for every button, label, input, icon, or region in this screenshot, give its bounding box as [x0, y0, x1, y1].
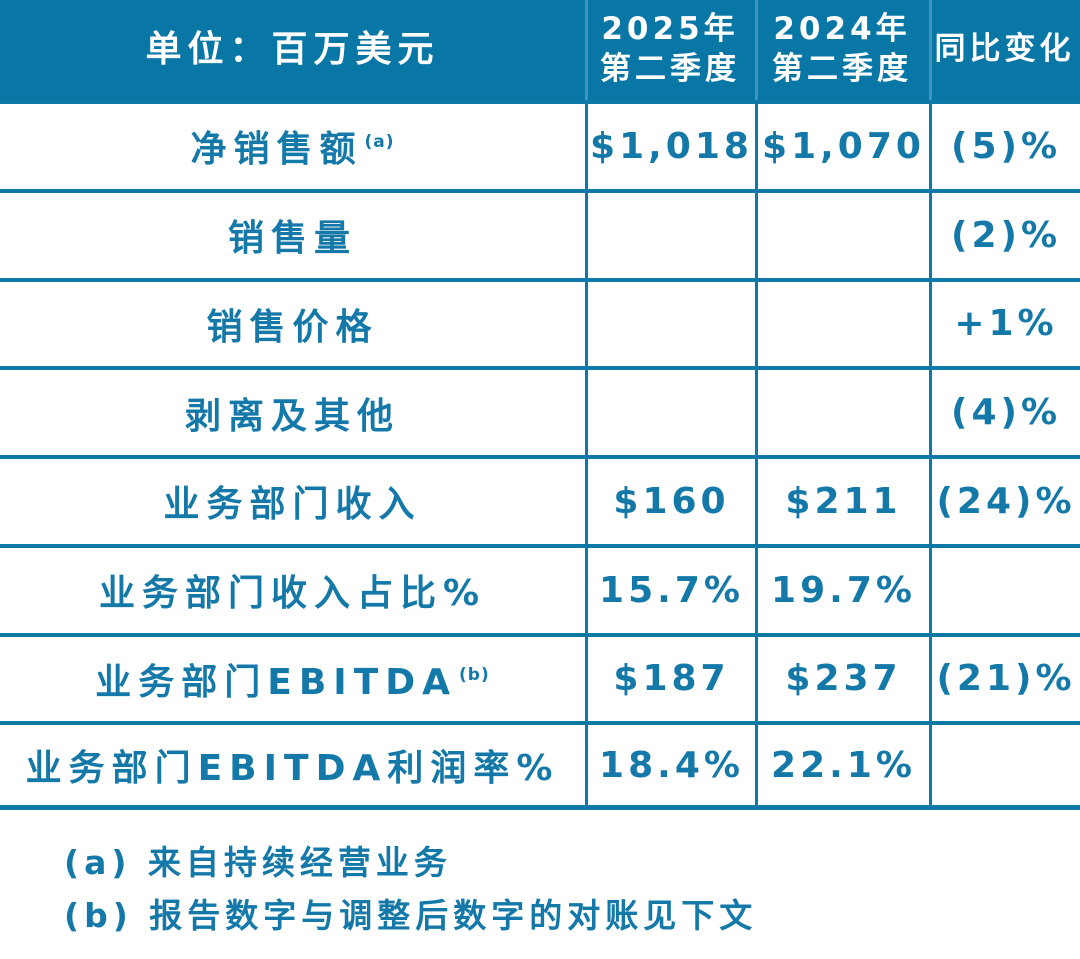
- cell-sales-price-yoy: +1%: [929, 277, 1080, 367]
- cell-segment-income-pct-2025: 15.7%: [585, 543, 755, 633]
- header-unit-label: 单位：百万美元: [0, 0, 585, 100]
- cell-segment-ebitda-margin-2025: 18.4%: [585, 721, 755, 810]
- row-label-sales-price: 销售价格: [0, 277, 585, 367]
- cell-sales-price-2025: [585, 277, 755, 367]
- cell-net-sales-2024: $1,070: [755, 100, 929, 189]
- header-col-2025q2-line1: 2025年: [601, 11, 739, 48]
- cell-divestitures-2025: [585, 366, 755, 455]
- footnote-marker-a: (a): [364, 132, 395, 153]
- row-label-segment-income: 业务部门收入: [0, 455, 585, 544]
- header-col-2024q2-line1: 2024年: [773, 11, 911, 48]
- cell-segment-ebitda-2024: $237: [755, 632, 929, 722]
- header-col-yoy: 同比变化: [929, 0, 1080, 100]
- cell-segment-ebitda-2025: $187: [585, 632, 755, 722]
- cell-segment-ebitda-yoy: (21)%: [929, 632, 1080, 722]
- cell-sales-volume-yoy: (2)%: [929, 188, 1080, 278]
- footnote-b: (b) 报告数字与调整后数字的对账见下文: [64, 896, 758, 936]
- quarterly-results-table: 单位：百万美元 2025年 第二季度 2024年 第二季度 同比变化 净销售额(…: [0, 0, 1080, 810]
- row-label-divestitures: 剥离及其他: [0, 366, 585, 455]
- row-label-text: 业务部门EBITDA: [95, 661, 457, 703]
- footnote-a: (a) 来自持续经营业务: [64, 843, 452, 882]
- cell-divestitures-yoy: (4)%: [929, 366, 1080, 455]
- row-label-net-sales: 净销售额 (a): [0, 100, 585, 189]
- header-col-2024q2: 2024年 第二季度: [755, 0, 929, 100]
- cell-sales-price-2024: [755, 277, 929, 367]
- row-label-segment-ebitda: 业务部门EBITDA (b): [0, 632, 585, 722]
- cell-segment-income-yoy: (24)%: [929, 455, 1080, 544]
- cell-segment-income-2024: $211: [755, 455, 929, 544]
- cell-segment-income-pct-2024: 19.7%: [755, 543, 929, 633]
- cell-segment-ebitda-margin-2024: 22.1%: [755, 721, 929, 810]
- header-col-2024q2-line2: 第二季度: [772, 51, 912, 87]
- header-col-2025q2-line2: 第二季度: [600, 51, 740, 87]
- row-label-sales-volume: 销售量: [0, 188, 585, 278]
- cell-net-sales-yoy: (5)%: [929, 100, 1080, 189]
- cell-sales-volume-2025: [585, 188, 755, 278]
- cell-sales-volume-2024: [755, 188, 929, 278]
- row-label-segment-income-pct: 业务部门收入占比%: [0, 543, 585, 633]
- cell-segment-ebitda-margin-yoy: [929, 721, 1080, 810]
- footnotes-section: (a) 来自持续经营业务 (b) 报告数字与调整后数字的对账见下文: [0, 810, 1080, 943]
- cell-net-sales-2025: $1,018: [585, 100, 755, 189]
- row-label-segment-ebitda-margin: 业务部门EBITDA利润率%: [0, 721, 585, 810]
- header-col-2025q2: 2025年 第二季度: [585, 0, 755, 100]
- footnote-marker-b: (b): [459, 664, 490, 685]
- row-label-text: 净销售额: [190, 129, 363, 171]
- cell-segment-income-2025: $160: [585, 455, 755, 544]
- cell-divestitures-2024: [755, 366, 929, 455]
- cell-segment-income-pct-yoy: [929, 543, 1080, 633]
